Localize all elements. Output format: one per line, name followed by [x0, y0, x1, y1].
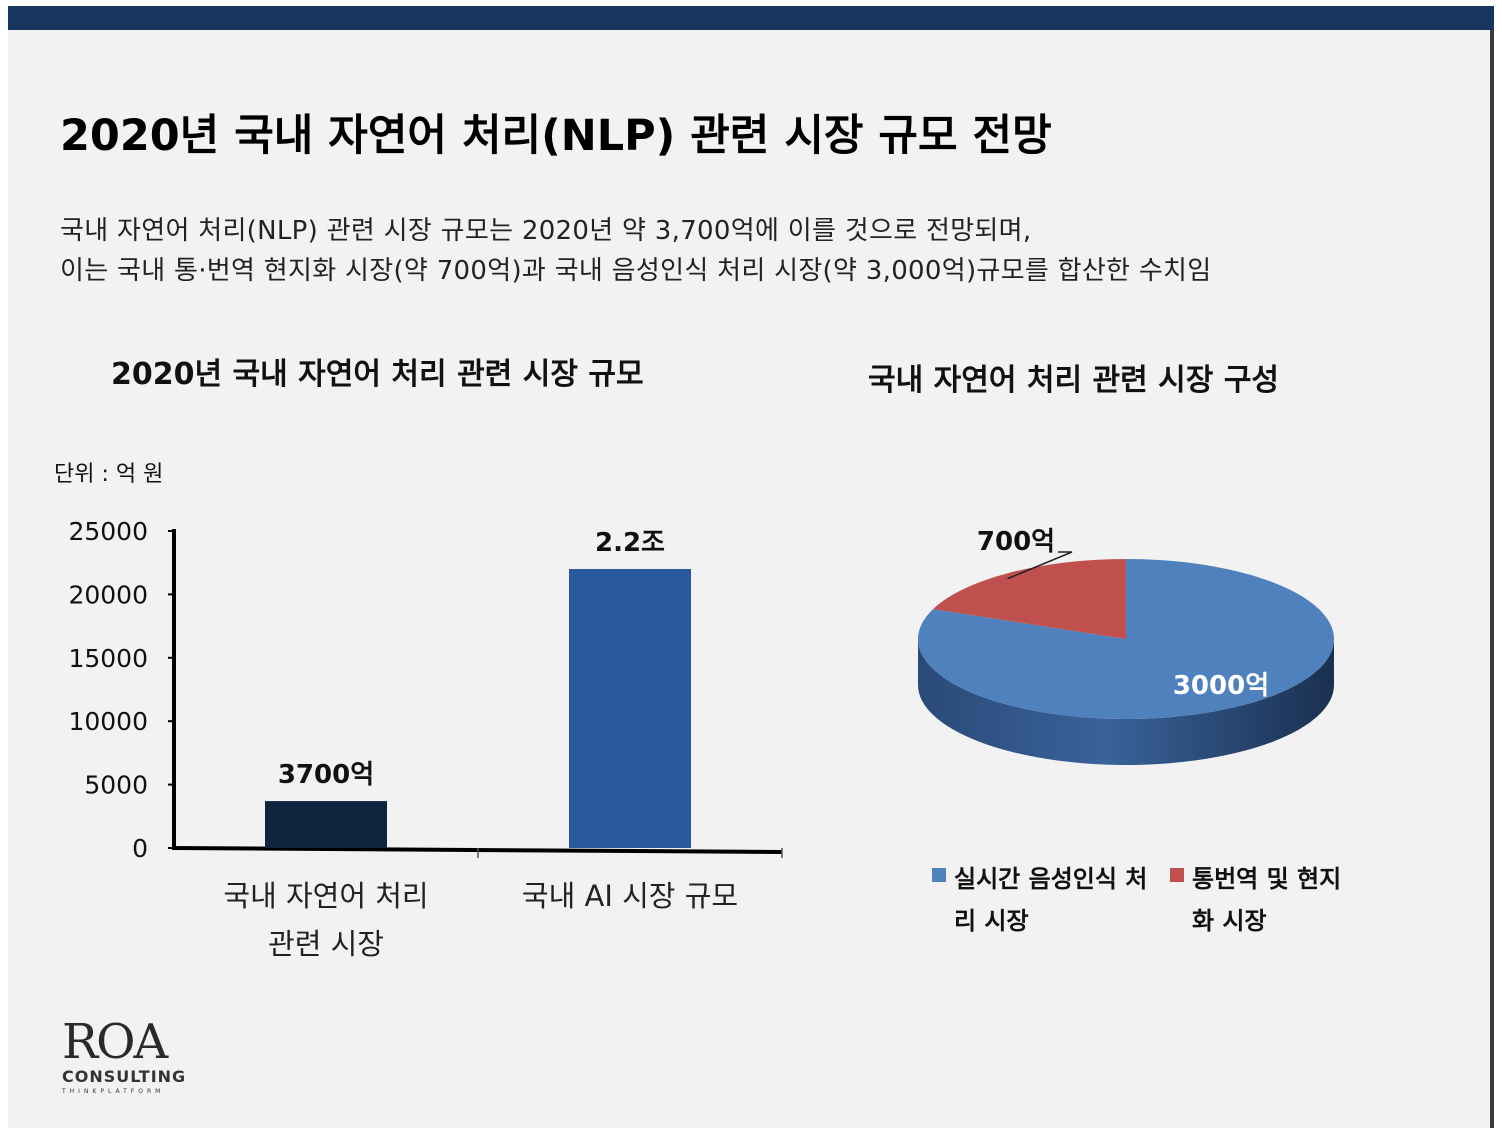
description-line-2: 이는 국내 통·번역 현지화 시장(약 700억)과 국내 음성인식 처리 시장…	[60, 256, 1212, 286]
legend-label: 통번역 및 현지화 시장	[1192, 865, 1342, 935]
pie-slice-voice	[918, 559, 1335, 719]
x-axis	[171, 846, 783, 854]
logo-wordmark: ROA	[62, 1014, 168, 1070]
y-tick-label: 0	[132, 834, 148, 863]
x-category-label: 국내 AI 시장 규모	[521, 879, 739, 913]
bar-chart-title: 2020년 국내 자연어 처리 관련 시장 규모	[111, 357, 644, 392]
x-category-label: 국내 자연어 처리 관련 시장	[223, 879, 429, 961]
pie-data-label: 3000억	[1173, 671, 1269, 701]
legend-swatch	[1170, 868, 1184, 882]
y-tick-label: 25000	[68, 517, 148, 546]
pie-data-label: 700억	[977, 527, 1055, 557]
logo-tagline: THINKPLATFORM	[62, 1088, 165, 1095]
y-tick-label: 20000	[68, 580, 148, 609]
bar	[569, 569, 691, 848]
unit-label: 단위 : 억 원	[54, 462, 164, 487]
legend-swatch	[932, 868, 946, 882]
y-tick-label: 10000	[68, 707, 148, 736]
pie-chart: 3000억 700억	[918, 527, 1335, 765]
y-tick-label: 15000	[68, 644, 148, 673]
bar-chart: 0 5000 10000 15000 20000 25000 3700억 2.2조	[68, 517, 783, 863]
slide-edge	[1490, 30, 1494, 1128]
bar-data-label: 2.2조	[595, 528, 665, 558]
y-tick-label: 5000	[84, 771, 148, 800]
legend-item-voice: 실시간 음성인식 처리 시장	[932, 858, 1154, 942]
header-bar	[8, 6, 1494, 30]
pie-chart-title: 국내 자연어 처리 관련 시장 구성	[868, 363, 1280, 398]
pie-slice-translation	[932, 559, 1126, 639]
logo-subtitle: CONSULTING	[62, 1067, 187, 1086]
legend-label: 실시간 음성인식 처리 시장	[954, 865, 1148, 935]
company-logo: ROA CONSULTING THINKPLATFORM	[62, 1016, 192, 1098]
bar	[265, 801, 387, 848]
bar-data-label: 3700억	[278, 760, 374, 790]
description-line-1: 국내 자연어 처리(NLP) 관련 시장 규모는 2020년 약 3,700억에…	[60, 216, 1032, 246]
legend-item-translation: 통번역 및 현지화 시장	[1170, 858, 1352, 942]
pie-side	[918, 639, 1334, 765]
slide: 2020년 국내 자연어 처리(NLP) 관련 시장 규모 전망 국내 자연어 …	[8, 6, 1494, 1128]
page-title: 2020년 국내 자연어 처리(NLP) 관련 시장 규모 전망	[60, 111, 1052, 161]
pie-leader-line	[1007, 551, 1073, 580]
